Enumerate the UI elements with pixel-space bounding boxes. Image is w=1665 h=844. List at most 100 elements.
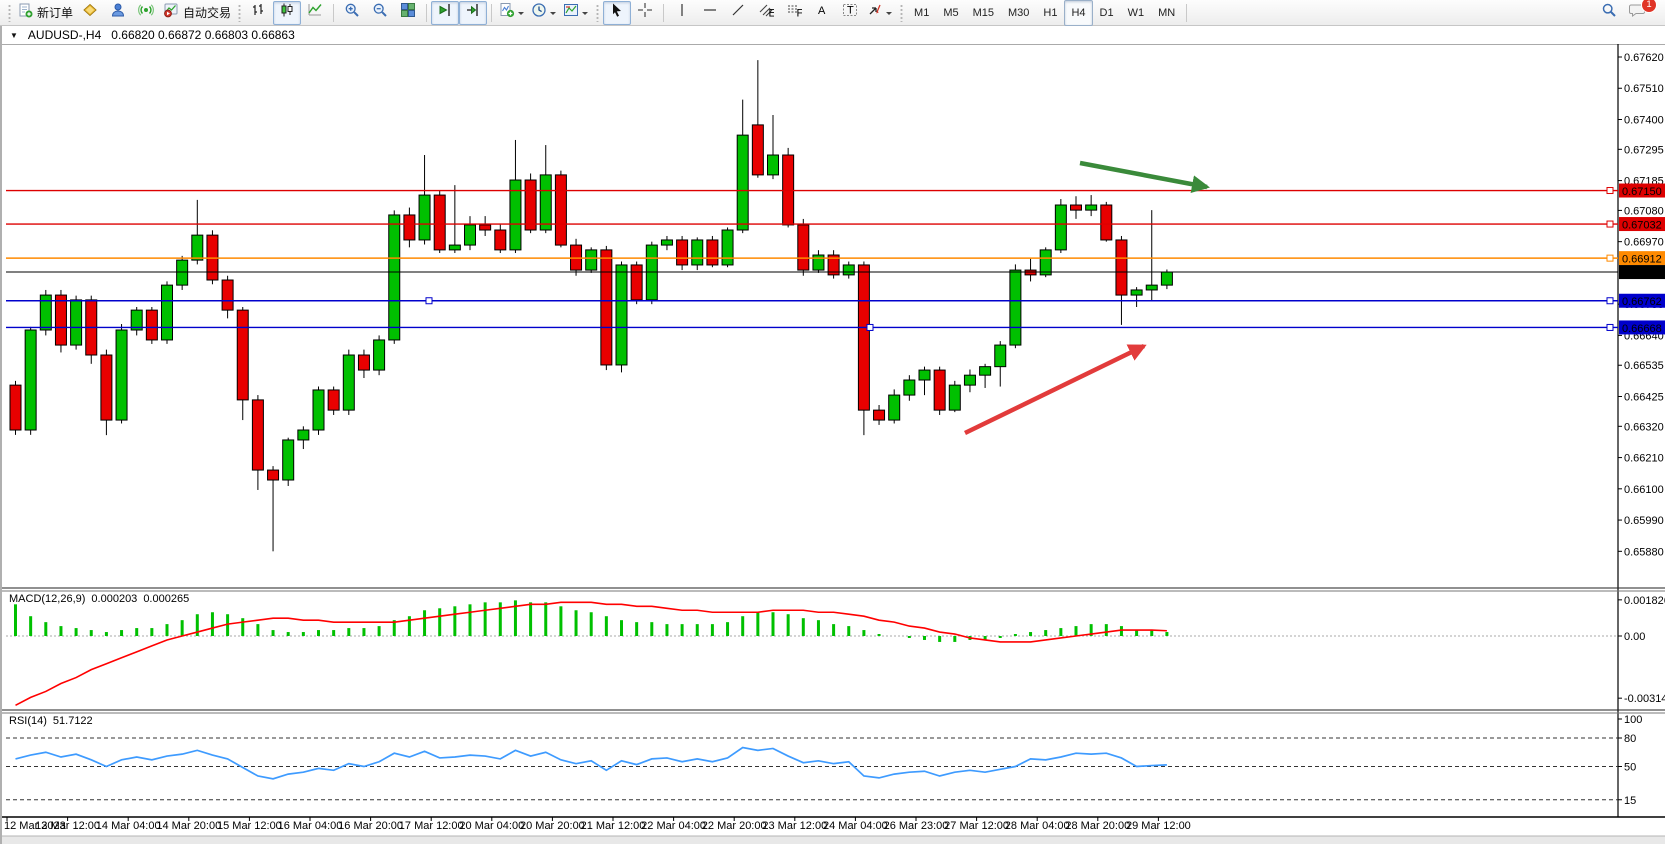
candle [70,295,83,350]
rsi-line [15,746,1167,780]
profile-button[interactable] [104,1,132,25]
candle [448,185,461,254]
time-tick-label: 12 Mar 2023 [4,820,66,832]
time-tick-label: 16 Mar 04:00 [278,820,343,832]
timeframe-button-h1[interactable]: H1 [1043,6,1058,19]
crosshair-button[interactable] [631,1,659,25]
time-tick-label: 22 Mar 04:00 [641,820,706,832]
macd-tick-label: 0.00 [1624,631,1645,643]
search-button[interactable] [1595,1,1623,25]
text-label-button[interactable]: T [836,1,864,25]
toolbar-grip[interactable] [7,3,12,22]
candle [85,295,98,364]
channel-button[interactable]: E [752,1,780,25]
time-tick-label: 23 Mar 12:00 [762,820,827,832]
candle [736,99,749,234]
autoscroll-icon [465,2,481,23]
chart-canvas[interactable]: 0.676200.675100.674000.672950.671850.670… [2,26,1665,844]
candle [873,405,886,425]
gold-diamond-icon [82,2,98,23]
green-arrow-annotation[interactable] [1079,160,1210,194]
price-tick-label: 0.66320 [1624,421,1664,433]
price-badge: 0.66762 [1622,296,1662,308]
line-handle[interactable] [1606,254,1614,262]
candle [297,426,310,450]
candle [312,386,325,435]
candle [782,147,795,228]
quotes-button[interactable] [76,1,104,25]
timeframe-button-m15[interactable]: M15 [972,6,994,19]
line-handle[interactable] [1606,220,1614,228]
chart-shift-button[interactable] [431,0,460,25]
line-handle[interactable] [866,323,874,331]
time-tick-label: 21 Mar 12:00 [581,820,646,832]
chart-ohlc-values: 0.66820 0.66872 0.66803 0.66863 [111,28,295,42]
chart-dropdown-caret[interactable]: ▼ [10,30,18,40]
fibonacci-button[interactable]: F [780,1,808,25]
timeframe-button-m5[interactable]: M5 [943,6,959,19]
autotrading-button[interactable]: 自动交易 [160,1,234,25]
candle [615,261,628,373]
timeframe-button-mn[interactable]: MN [1158,6,1176,19]
zoom-in-button[interactable] [338,1,366,25]
candle [282,437,295,486]
signals-button[interactable] [132,1,160,25]
autoscroll-button[interactable] [459,0,488,25]
toolbar-separator [333,3,335,22]
timeframe-button-h4[interactable]: H4 [1064,0,1093,26]
chat-button[interactable]: 1 [1623,0,1657,25]
macd-indicator-label: MACD(12,26,9) 0.000203 0.000265 [9,593,195,605]
horizontal-line-button[interactable] [696,1,724,25]
price-tick-label: 0.67295 [1624,144,1664,156]
line-handle[interactable] [425,297,433,305]
candlestick-button[interactable] [273,0,302,25]
candle [630,261,643,305]
timeframe-button-d1[interactable]: D1 [1099,6,1114,19]
trendline-button[interactable] [724,1,752,25]
fibonacci-icon: F [786,2,804,23]
candle [645,241,658,305]
macd-name: MACD(12,26,9) [9,593,86,605]
toolbar-grip[interactable] [899,3,905,22]
template-chart-icon [563,2,579,23]
vertical-line-button[interactable] [668,1,696,25]
red-arrow-annotation[interactable] [964,343,1147,436]
text-button[interactable]: A [808,1,836,25]
candle [842,261,855,279]
rsi-layer: 100 80 50 15 [6,714,1642,807]
line-handle[interactable] [1606,297,1614,305]
candle [509,139,522,254]
timeframe-button-m1[interactable]: M1 [914,6,930,19]
new-order-label: 新订单 [37,6,74,20]
price-badge: 0.66668 [1622,323,1662,335]
timeframe-button-w1[interactable]: W1 [1127,6,1145,19]
tile-windows-button[interactable] [394,1,422,25]
candle [706,235,719,268]
line-chart-button[interactable] [301,1,329,25]
zoom-out-button[interactable] [366,1,394,25]
candle [524,173,537,234]
templates-button[interactable] [560,1,592,25]
candle [161,281,173,344]
line-handle[interactable] [1606,323,1614,331]
candle [373,335,386,376]
periods-button[interactable] [528,1,560,25]
candle [1100,201,1113,242]
zoom-out-icon [372,2,388,23]
candle [1130,287,1143,307]
new-order-button[interactable]: 新订单 [15,1,76,25]
toolbar-separator [426,3,428,22]
dropdown-caret [518,11,525,18]
indicators-button[interactable] [496,1,528,25]
candle [433,190,446,254]
arrows-tool-button[interactable] [864,1,896,25]
time-tick-label: 28 Mar 04:00 [1005,820,1070,832]
toolbar-grip[interactable] [237,3,243,22]
line-handle[interactable] [1606,187,1614,195]
cursor-button[interactable] [603,0,632,25]
bar-chart-button[interactable] [245,1,273,25]
toolbar-grip[interactable] [595,3,601,22]
timeframe-button-m30[interactable]: M30 [1008,6,1030,19]
chart-symbol-period: AUDUSD-,H4 [27,28,102,42]
